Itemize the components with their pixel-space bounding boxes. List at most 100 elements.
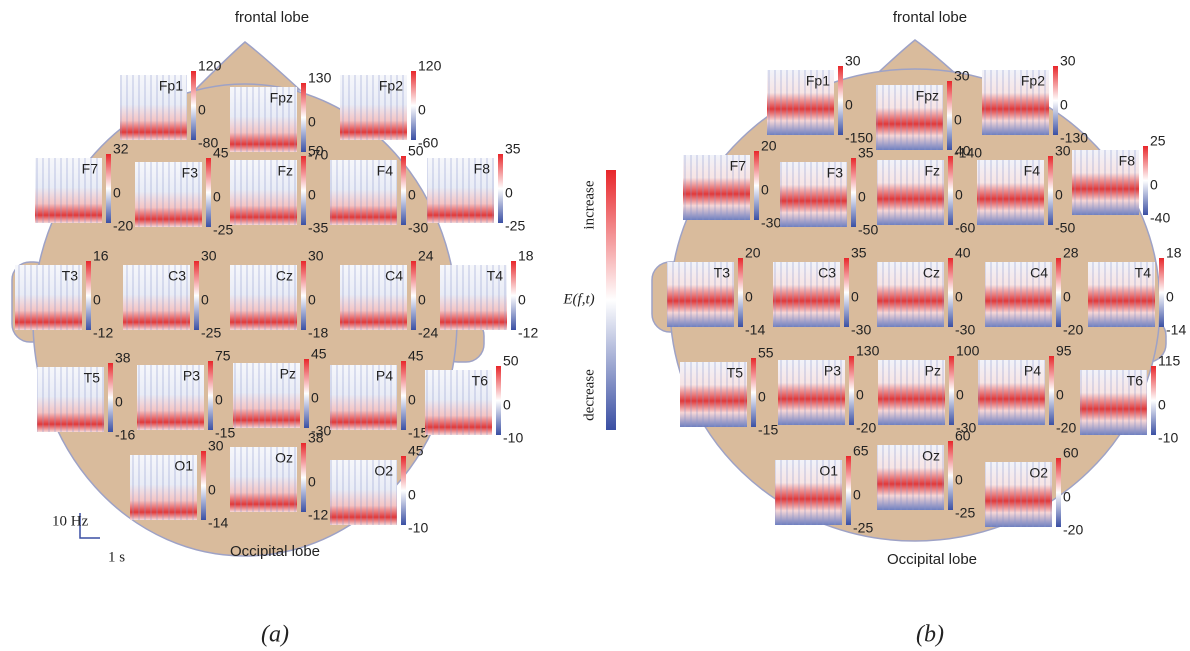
electrode-label: C4 xyxy=(385,268,403,284)
colorbar-tick: 35 xyxy=(505,141,521,157)
colorbar-tick: -18 xyxy=(308,325,328,341)
colorbar-tick: 60 xyxy=(955,428,971,444)
colorbar-tick: 130 xyxy=(856,343,880,359)
bottom-label: Occipital lobe xyxy=(230,543,320,560)
legend: increase E(f,t) decrease xyxy=(562,170,616,430)
electrode-label: Fp2 xyxy=(1021,73,1045,89)
electrode-label: Cz xyxy=(276,268,293,284)
caption: (b) xyxy=(916,622,944,648)
colorbar-tick: 38 xyxy=(115,350,131,366)
colorbar-tick: 0 xyxy=(853,486,861,502)
colorbar-tick: 0 xyxy=(745,288,753,304)
colorbar-tick: 24 xyxy=(418,248,434,264)
colorbar-tick: 120 xyxy=(198,58,222,74)
electrode-label: P4 xyxy=(376,368,393,384)
colorbar xyxy=(1143,146,1148,215)
colorbar-tick: -12 xyxy=(93,325,113,341)
colorbar xyxy=(1053,66,1058,135)
colorbar-tick: 45 xyxy=(408,443,424,459)
electrode-label: O1 xyxy=(174,458,193,474)
scale-bar: 10 Hz 1 s xyxy=(52,513,125,565)
scale-freq: 10 Hz xyxy=(52,513,89,529)
colorbar-tick: -14 xyxy=(208,515,228,531)
colorbar-tick: 18 xyxy=(1166,245,1182,261)
colorbar-tick: 120 xyxy=(418,58,442,74)
legend-middle: E(f,t) xyxy=(562,291,594,307)
colorbar xyxy=(949,356,954,425)
colorbar-tick: 100 xyxy=(956,343,980,359)
colorbar-tick: 0 xyxy=(308,473,316,489)
colorbar-tick: -10 xyxy=(408,520,428,536)
colorbar-tick: 35 xyxy=(858,145,874,161)
colorbar-tick: 30 xyxy=(1060,53,1076,69)
colorbar-tick: 60 xyxy=(1063,445,1079,461)
colorbar xyxy=(1048,156,1053,225)
colorbar xyxy=(401,361,406,430)
colorbar-tick: -50 xyxy=(1055,220,1075,236)
colorbar-tick: -16 xyxy=(115,427,135,443)
colorbar-tick: 0 xyxy=(113,184,121,200)
colorbar xyxy=(108,363,113,432)
colorbar-tick: 0 xyxy=(311,389,319,405)
colorbar xyxy=(948,156,953,225)
colorbar xyxy=(301,156,306,225)
colorbar xyxy=(738,258,743,327)
electrode-label: C4 xyxy=(1030,265,1048,281)
electrode-label: C3 xyxy=(818,265,836,281)
colorbar-tick: 0 xyxy=(858,188,866,204)
colorbar xyxy=(401,156,406,225)
electrode-label: Fpz xyxy=(916,88,939,104)
colorbar xyxy=(201,451,206,520)
colorbar-tick: -20 xyxy=(1056,420,1076,436)
colorbar-tick: 0 xyxy=(1063,288,1071,304)
colorbar-tick: 0 xyxy=(856,386,864,402)
colorbar-tick: -20 xyxy=(1063,322,1083,338)
colorbar-tick: 30 xyxy=(201,248,217,264)
top-label: frontal lobe xyxy=(235,9,309,26)
colorbar xyxy=(86,261,91,330)
electrode-label: Fp1 xyxy=(806,73,830,89)
electrode-label: C3 xyxy=(168,268,186,284)
colorbar-tick: -20 xyxy=(856,420,876,436)
colorbar xyxy=(846,456,851,525)
colorbar xyxy=(947,81,952,150)
colorbar-tick: 0 xyxy=(955,471,963,487)
colorbar-tick: 30 xyxy=(954,68,970,84)
electrode-label: Fp2 xyxy=(379,78,403,94)
colorbar-tick: -30 xyxy=(408,220,428,236)
colorbar xyxy=(754,151,759,220)
colorbar-tick: 30 xyxy=(845,53,861,69)
colorbar-tick: 0 xyxy=(408,186,416,202)
colorbar-tick: 0 xyxy=(954,111,962,127)
colorbar xyxy=(208,361,213,430)
colorbar-tick: 0 xyxy=(518,291,526,307)
colorbar-tick: 0 xyxy=(308,186,316,202)
colorbar-tick: 0 xyxy=(1063,488,1071,504)
colorbar-tick: 18 xyxy=(518,248,534,264)
colorbar-tick: 0 xyxy=(761,181,769,197)
colorbar-tick: 0 xyxy=(418,101,426,117)
colorbar xyxy=(511,261,516,330)
colorbar xyxy=(498,154,503,223)
colorbar-tick: 25 xyxy=(1150,133,1166,149)
colorbar-tick: 0 xyxy=(505,184,513,200)
colorbar-tick: 0 xyxy=(1158,396,1166,412)
colorbar xyxy=(948,258,953,327)
colorbar-tick: -25 xyxy=(201,325,221,341)
colorbar xyxy=(411,71,416,140)
colorbar-tick: 0 xyxy=(208,481,216,497)
colorbar-tick: 0 xyxy=(408,486,416,502)
colorbar xyxy=(194,261,199,330)
colorbar-tick: -150 xyxy=(845,130,873,146)
colorbar xyxy=(1049,356,1054,425)
colorbar-tick: 45 xyxy=(213,145,229,161)
colorbar xyxy=(301,83,306,152)
electrode-label: Fz xyxy=(277,163,293,179)
colorbar-tick: -14 xyxy=(1166,322,1186,338)
electrode-label: T4 xyxy=(487,268,504,284)
electrode-label: Fz xyxy=(924,163,940,179)
colorbar-tick: 0 xyxy=(503,396,511,412)
colorbar-tick: 55 xyxy=(758,345,774,361)
colorbar-tick: -10 xyxy=(503,430,523,446)
colorbar-tick: 38 xyxy=(308,430,324,446)
